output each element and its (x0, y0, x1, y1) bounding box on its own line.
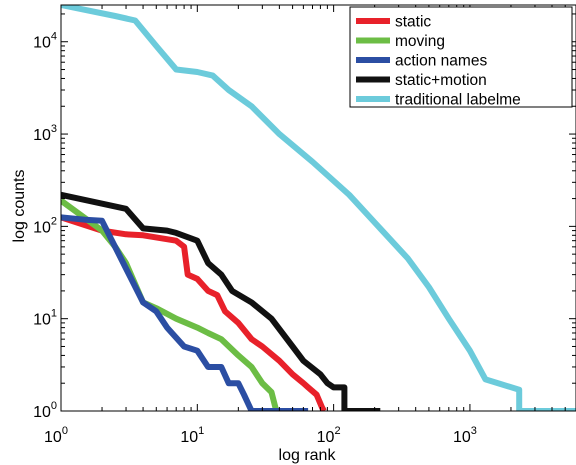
series-layer (61, 5, 576, 411)
x-axis-label: log rank (279, 447, 337, 464)
series-line-static-motion (61, 191, 381, 411)
x-tick-label: 101 (180, 425, 204, 446)
legend: static moving action names static+motion tra… (349, 6, 573, 109)
legend-label: moving (395, 33, 445, 50)
series-line-static (61, 214, 327, 411)
y-tick-label: 100 (33, 400, 57, 421)
y-tick-label: 103 (33, 123, 57, 144)
legend-label: static (395, 14, 431, 31)
series-line-action-names (61, 214, 309, 411)
y-axis-label: log counts (11, 170, 28, 243)
y-tick-label: 104 (33, 31, 57, 52)
series-line-traditional-labelme (61, 5, 576, 411)
y-tick-label: 102 (33, 215, 57, 236)
y-tick-label: 101 (33, 308, 57, 329)
tick-label-layer: 100 101 102 103 100 101 102 103 104 (33, 31, 477, 446)
legend-label: static+motion (395, 72, 487, 89)
x-tick-label: 102 (317, 425, 341, 446)
x-tick-label: 100 (44, 425, 68, 446)
x-tick-label: 103 (453, 425, 477, 446)
tick-layer (60, 5, 576, 412)
legend-label: traditional labelme (395, 92, 521, 109)
plot-frame (60, 4, 576, 412)
legend-label: action names (395, 53, 487, 70)
legend-items: static moving action names static+motion tra… (356, 14, 521, 109)
